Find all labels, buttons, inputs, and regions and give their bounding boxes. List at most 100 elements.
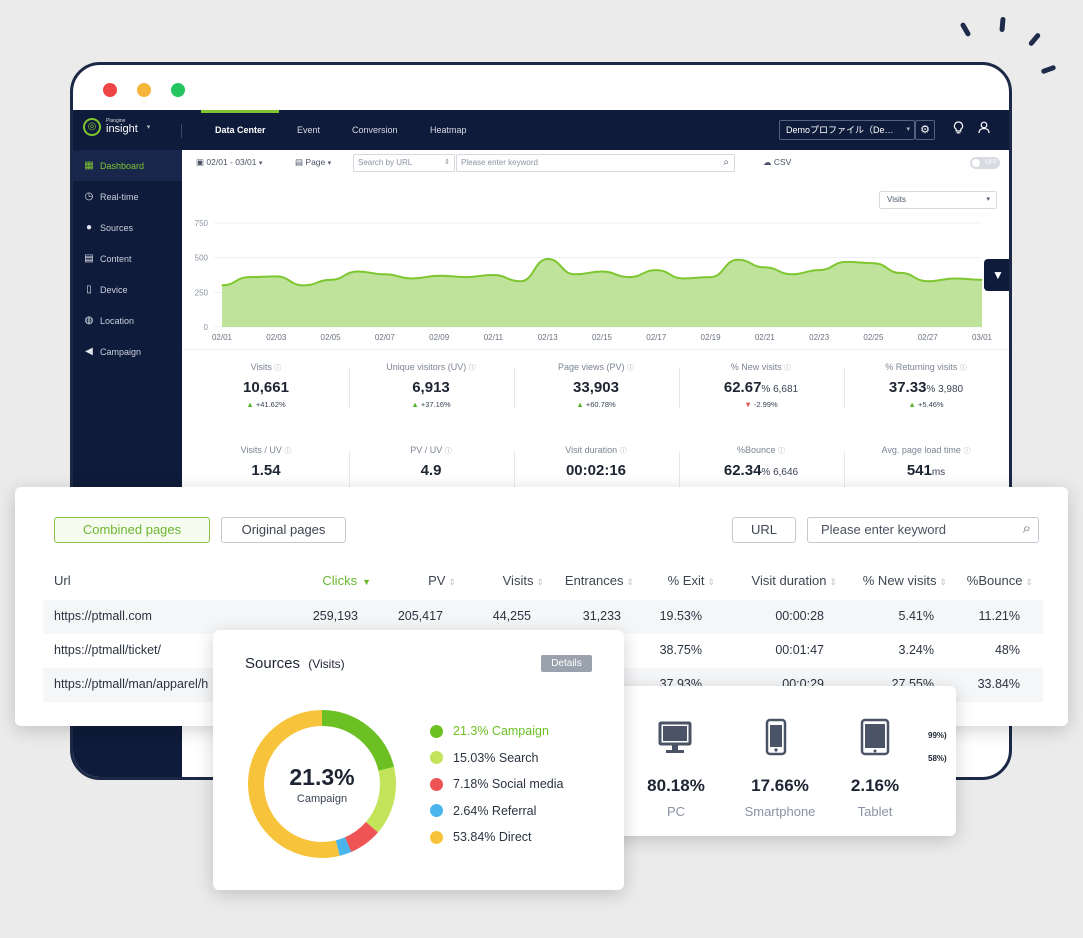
x-tick-label: 02/13 [538, 333, 559, 342]
gear-icon[interactable]: ⚙ [915, 120, 935, 140]
table-cell[interactable]: https://ptmall/ticket/ [54, 643, 161, 657]
details-button[interactable]: Details [541, 655, 592, 672]
app-logo[interactable]: ◎ Plangine insight ▾ [83, 118, 150, 136]
column-header[interactable]: Visits ⇕ [502, 573, 544, 588]
sidebar-item-campaign[interactable]: ◀ Campaign [73, 336, 182, 367]
divider [349, 368, 350, 408]
url-select-button[interactable]: URL [732, 517, 796, 543]
sidebar-item-dashboard[interactable]: ▦ Dashboard [73, 150, 182, 181]
table-cell: 3.24% [898, 643, 934, 657]
metric-select[interactable]: Visits ▾ [879, 191, 997, 209]
sidebar-item-sources[interactable]: ● Sources [73, 212, 182, 243]
column-header[interactable]: Visit duration ⇕ [751, 573, 837, 588]
maximize-dot[interactable] [171, 83, 185, 97]
metric-change: ▲ +37.16% [411, 400, 451, 409]
column-header[interactable]: %Bounce ⇕ [966, 573, 1033, 588]
column-header[interactable]: % New visits ⇕ [862, 573, 947, 588]
data-point [737, 259, 739, 261]
sidebar-item-real-time[interactable]: ◷ Real-time [73, 181, 182, 212]
column-header[interactable]: PV ⇕ [428, 573, 456, 588]
chevron-down-icon: ▾ [258, 160, 263, 167]
metric-value: 10,661 [243, 379, 289, 396]
tab-conversion[interactable]: Conversion [352, 125, 398, 135]
metric-change: ▲ +60.78% [576, 400, 616, 409]
info-icon[interactable]: ⓘ [778, 448, 786, 455]
metric-label: %Bounce ⓘ [736, 445, 786, 455]
profile-select[interactable]: Demoプロファイル（De… ▾ [779, 120, 915, 140]
info-icon[interactable]: ⓘ [959, 365, 967, 372]
original-pages-button[interactable]: Original pages [221, 517, 346, 543]
tab-data-center[interactable]: Data Center [201, 110, 279, 150]
visits-area-chart: 0 250 500 750 02/01 02/03 02/05 02/07 02/09 02/11… [195, 219, 993, 342]
tab-event[interactable]: Event [297, 125, 321, 135]
x-tick-label: 02/23 [809, 333, 830, 342]
metric-label: % Returning visits ⓘ [885, 362, 967, 372]
metric-label: Visit duration ⓘ [565, 445, 627, 455]
sort-icon: ⇕ [1025, 577, 1033, 587]
tab-heatmap[interactable]: Heatmap [430, 125, 467, 135]
close-dot[interactable] [103, 83, 117, 97]
legend-item[interactable]: 53.84% Direct [430, 830, 532, 844]
donut-center-value: 21.3% [289, 764, 355, 790]
search-placeholder: Please enter keyword [821, 522, 947, 537]
keyword-input[interactable]: Please enter keyword ⌕ [456, 154, 735, 172]
search-icon[interactable]: ⌕ [723, 157, 729, 168]
info-icon[interactable]: ⓘ [627, 365, 635, 372]
legend-label: 2.64% Referral [453, 803, 537, 818]
table-cell[interactable]: https://ptmall.com [54, 609, 152, 623]
chevron-down-icon: ▾ [146, 124, 151, 131]
device-value: 17.66% [751, 776, 809, 795]
info-icon[interactable]: ⓘ [784, 365, 792, 372]
info-icon[interactable]: ⓘ [444, 448, 452, 455]
filter-funnel-button[interactable]: ▼ [984, 259, 1009, 291]
sidebar-item-location[interactable]: ◍ Location [73, 305, 182, 336]
search-by-select[interactable]: Search by URL ⇕ [353, 154, 455, 172]
lightbulb-icon[interactable] [953, 121, 964, 137]
data-point [628, 276, 630, 278]
user-icon[interactable] [978, 121, 990, 137]
search-icon[interactable]: ⌕ [1022, 520, 1031, 537]
metric-label: Visits ⓘ [250, 362, 282, 372]
column-header[interactable]: Entrances ⇕ [564, 573, 634, 588]
grid-icon: ▦ [84, 160, 94, 171]
sidebar-item-content[interactable]: ▤ Content [73, 243, 182, 274]
legend-item[interactable]: 7.18% Social media [430, 777, 563, 791]
x-tick-label: 02/27 [918, 333, 939, 342]
toggle-switch[interactable]: OFF [970, 157, 1000, 169]
table-search-input[interactable]: Please enter keyword ⌕ [807, 517, 1039, 543]
table-cell[interactable]: https://ptmall/man/apparel/h [54, 677, 209, 691]
sidebar-item-device[interactable]: ▯ Device [73, 274, 182, 305]
data-point [465, 276, 467, 278]
info-icon[interactable]: ⓘ [284, 448, 292, 455]
metric-label: Avg. page load time ⓘ [881, 445, 971, 455]
csv-download-button[interactable]: ☁ CSV [763, 157, 791, 168]
donut-slice[interactable] [248, 710, 396, 858]
info-icon[interactable]: ⓘ [963, 448, 971, 455]
donut-slice[interactable] [248, 710, 396, 858]
minimize-dot[interactable] [137, 83, 151, 97]
legend-item[interactable]: 2.64% Referral [430, 804, 536, 818]
combined-pages-button[interactable]: Combined pages [54, 517, 210, 543]
data-point [655, 269, 657, 271]
legend-item[interactable]: 15.03% Search [430, 751, 538, 765]
legend-item[interactable]: 21.3% Campaign [430, 724, 549, 738]
page-type-select[interactable]: ▤ Page ▾ [295, 157, 331, 168]
divider [349, 451, 350, 491]
column-header[interactable]: Clicks ▼ [322, 573, 371, 588]
data-point [791, 273, 793, 275]
data-point [357, 270, 359, 273]
info-icon[interactable]: ⓘ [468, 365, 476, 372]
metric-value: 62.34% 6,646 [723, 462, 799, 479]
data-point [302, 284, 305, 286]
sources-title-text: Sources [245, 655, 301, 672]
x-tick-label: 02/05 [321, 333, 342, 342]
date-range-picker[interactable]: ▣ 02/01 - 03/01 ▾ [196, 157, 262, 168]
sparkle-line-1 [959, 21, 972, 38]
table-row[interactable]: https://ptmall.com 259,193 205,417 44,255 31… [43, 600, 1043, 634]
table-row[interactable]: https://ptmall/ticket/38.75% 00:01:47 3.24… [43, 634, 1043, 668]
info-icon[interactable]: ⓘ [619, 448, 627, 455]
column-header[interactable]: % Exit ⇕ [667, 573, 715, 588]
info-icon[interactable]: ⓘ [274, 365, 282, 372]
metric-change: ▲ +5.46% [908, 400, 944, 409]
search-by-label: Search by URL [358, 158, 413, 167]
